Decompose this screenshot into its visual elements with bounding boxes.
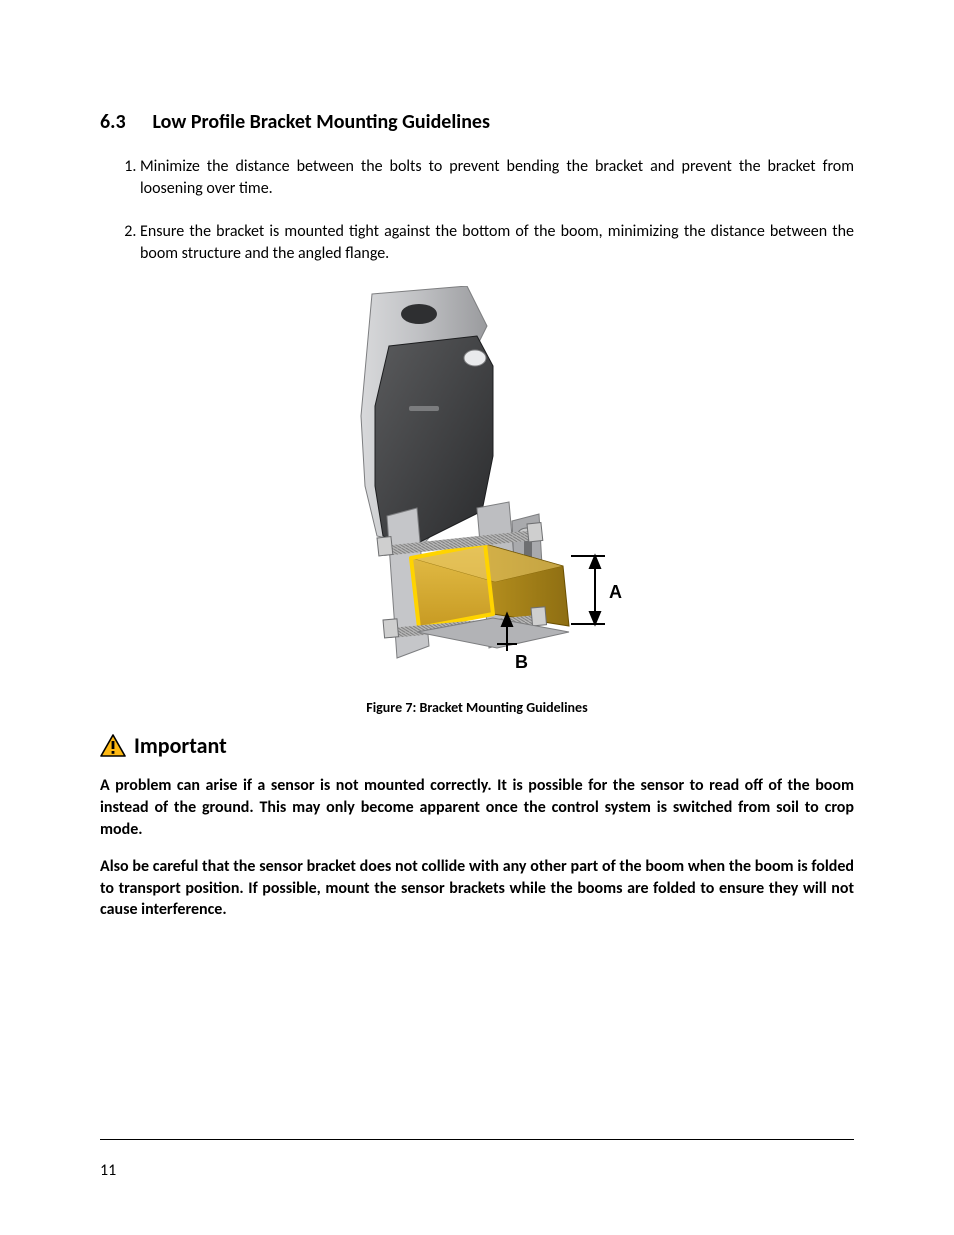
section-heading: 6.3 Low Profile Bracket Mounting Guideli… (100, 110, 854, 134)
page: 6.3 Low Profile Bracket Mounting Guideli… (0, 0, 954, 1235)
dimension-a-label: A (609, 582, 622, 602)
important-paragraph: A problem can arise if a sensor is not m… (100, 775, 854, 840)
important-paragraph: Also be careful that the sensor bracket … (100, 856, 854, 921)
dimension-b-label: B (515, 652, 528, 672)
bracket-diagram: A B (317, 286, 637, 686)
figure: A B Figure 7: Bracket Mounting Guideline… (100, 286, 854, 716)
section-title: Low Profile Bracket Mounting Guidelines (153, 110, 490, 134)
list-item: Minimize the distance between the bolts … (140, 156, 854, 199)
page-number: 11 (100, 1161, 116, 1180)
list-item: Ensure the bracket is mounted tight agai… (140, 221, 854, 264)
important-heading: Important (100, 732, 854, 759)
guidelines-list: Minimize the distance between the bolts … (100, 156, 854, 264)
footer-rule (100, 1139, 854, 1140)
warning-icon (100, 734, 126, 758)
figure-caption: Figure 7: Bracket Mounting Guidelines (100, 699, 854, 716)
important-label: Important (134, 732, 227, 759)
section-number: 6.3 (100, 110, 148, 134)
